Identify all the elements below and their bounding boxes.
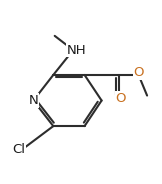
Text: O: O [116,92,126,105]
Text: Cl: Cl [13,143,26,156]
Text: O: O [133,66,144,79]
Text: N: N [29,94,38,107]
Text: NH: NH [67,44,87,56]
